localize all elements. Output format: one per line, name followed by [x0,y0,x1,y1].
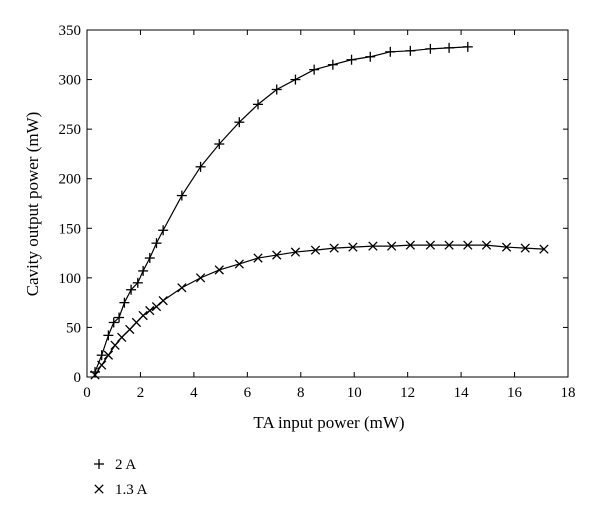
data-point-series-1 [271,84,282,95]
legend-marker-2 [94,484,104,494]
y-tick-label: 350 [59,23,82,39]
data-point-series-1 [309,64,320,75]
data-point-series-2 [234,259,244,269]
data-point-series-1 [144,253,155,264]
x-tick-label: 6 [244,385,252,401]
data-point-series-2 [520,243,530,253]
series-line-1 [94,46,468,373]
legend: 2 A 1.3 A [94,457,148,498]
x-tick-label: 18 [561,385,576,401]
data-point-series-1 [327,59,338,70]
data-point-series-1 [132,277,143,288]
legend-item-2: 1.3 A [94,482,148,498]
data-point-series-1 [158,225,169,236]
data-point-series-2 [444,240,454,250]
data-point-series-1 [290,74,301,85]
data-point-series-2 [310,245,321,255]
y-axis-label: Cavity output power (mW) [23,112,42,297]
y-tick-label: 100 [59,271,82,287]
data-point-series-2 [195,273,206,283]
data-point-series-1 [114,312,125,323]
y-tick-label: 200 [59,172,82,188]
data-point-series-1 [151,238,162,249]
data-point-series-2 [138,310,148,321]
data-point-series-2 [110,340,120,350]
data-point-series-2 [463,240,473,250]
data-point-series-1 [138,265,149,276]
x-tick-label: 16 [507,385,523,401]
x-tick-label: 12 [400,385,415,401]
data-point-series-1 [385,46,396,57]
data-point-series-2 [348,242,358,252]
data-point-series-2 [145,305,155,316]
x-axis-label: TA input power (mW) [253,413,404,432]
x-tick-label: 2 [137,385,145,401]
data-point-series-1 [103,330,114,341]
data-point-series-1 [234,117,245,128]
data-point-series-1 [195,161,206,172]
data-point-series-2 [290,247,301,257]
data-point-series-2 [253,253,263,263]
x-tick-label: 8 [297,385,305,401]
plot-area [90,41,549,380]
data-point-series-2 [97,360,107,370]
data-point-series-1 [365,51,376,62]
data-point-series-1 [425,43,436,54]
data-point-series-2 [103,350,114,360]
x-tick-label: 10 [347,385,362,401]
y-tick-label: 250 [59,122,82,138]
y-tick-label: 300 [59,73,82,89]
data-point-series-1 [214,139,225,150]
data-point-series-1 [108,317,119,328]
data-point-series-2 [272,250,282,260]
legend-marker-1 [94,459,104,469]
data-point-series-1 [346,54,357,65]
data-point-series-2 [501,242,512,252]
data-point-series-1 [96,350,107,361]
data-point-series-1 [119,297,130,308]
data-point-series-1 [462,41,473,52]
data-point-series-2 [90,370,100,380]
y-tick-label: 50 [66,320,81,336]
y-tick-label: 150 [59,221,82,237]
data-point-series-2 [117,332,127,343]
data-point-series-2 [214,265,224,275]
data-point-series-1 [176,190,187,201]
legend-item-1: 2 A [94,457,136,473]
legend-label-1: 2 A [115,457,136,473]
data-point-series-1 [126,284,137,295]
plot-frame [86,29,569,378]
data-point-series-1 [253,99,264,110]
x-tick-label: 4 [190,385,198,401]
data-point-series-2 [177,283,187,293]
data-point-series-1 [444,42,455,53]
data-point-series-2 [368,241,378,251]
data-point-series-1 [405,45,416,56]
data-point-series-2 [405,240,415,250]
data-point-series-2 [481,240,492,250]
y-tick-label: 0 [74,370,82,386]
series-line-2 [94,244,544,376]
data-point-series-2 [425,240,436,250]
x-tick-label: 0 [83,385,91,401]
data-point-series-2 [539,244,549,254]
x-tick-label: 14 [454,385,470,401]
data-point-series-2 [386,241,397,251]
data-point-series-2 [329,243,339,253]
data-point-series-2 [158,296,168,306]
legend-label-2: 1.3 A [115,482,148,498]
axes: 0 2 4 6 8 10 12 14 16 18 0 50 100 150 200 250 300 350 [59,23,576,401]
